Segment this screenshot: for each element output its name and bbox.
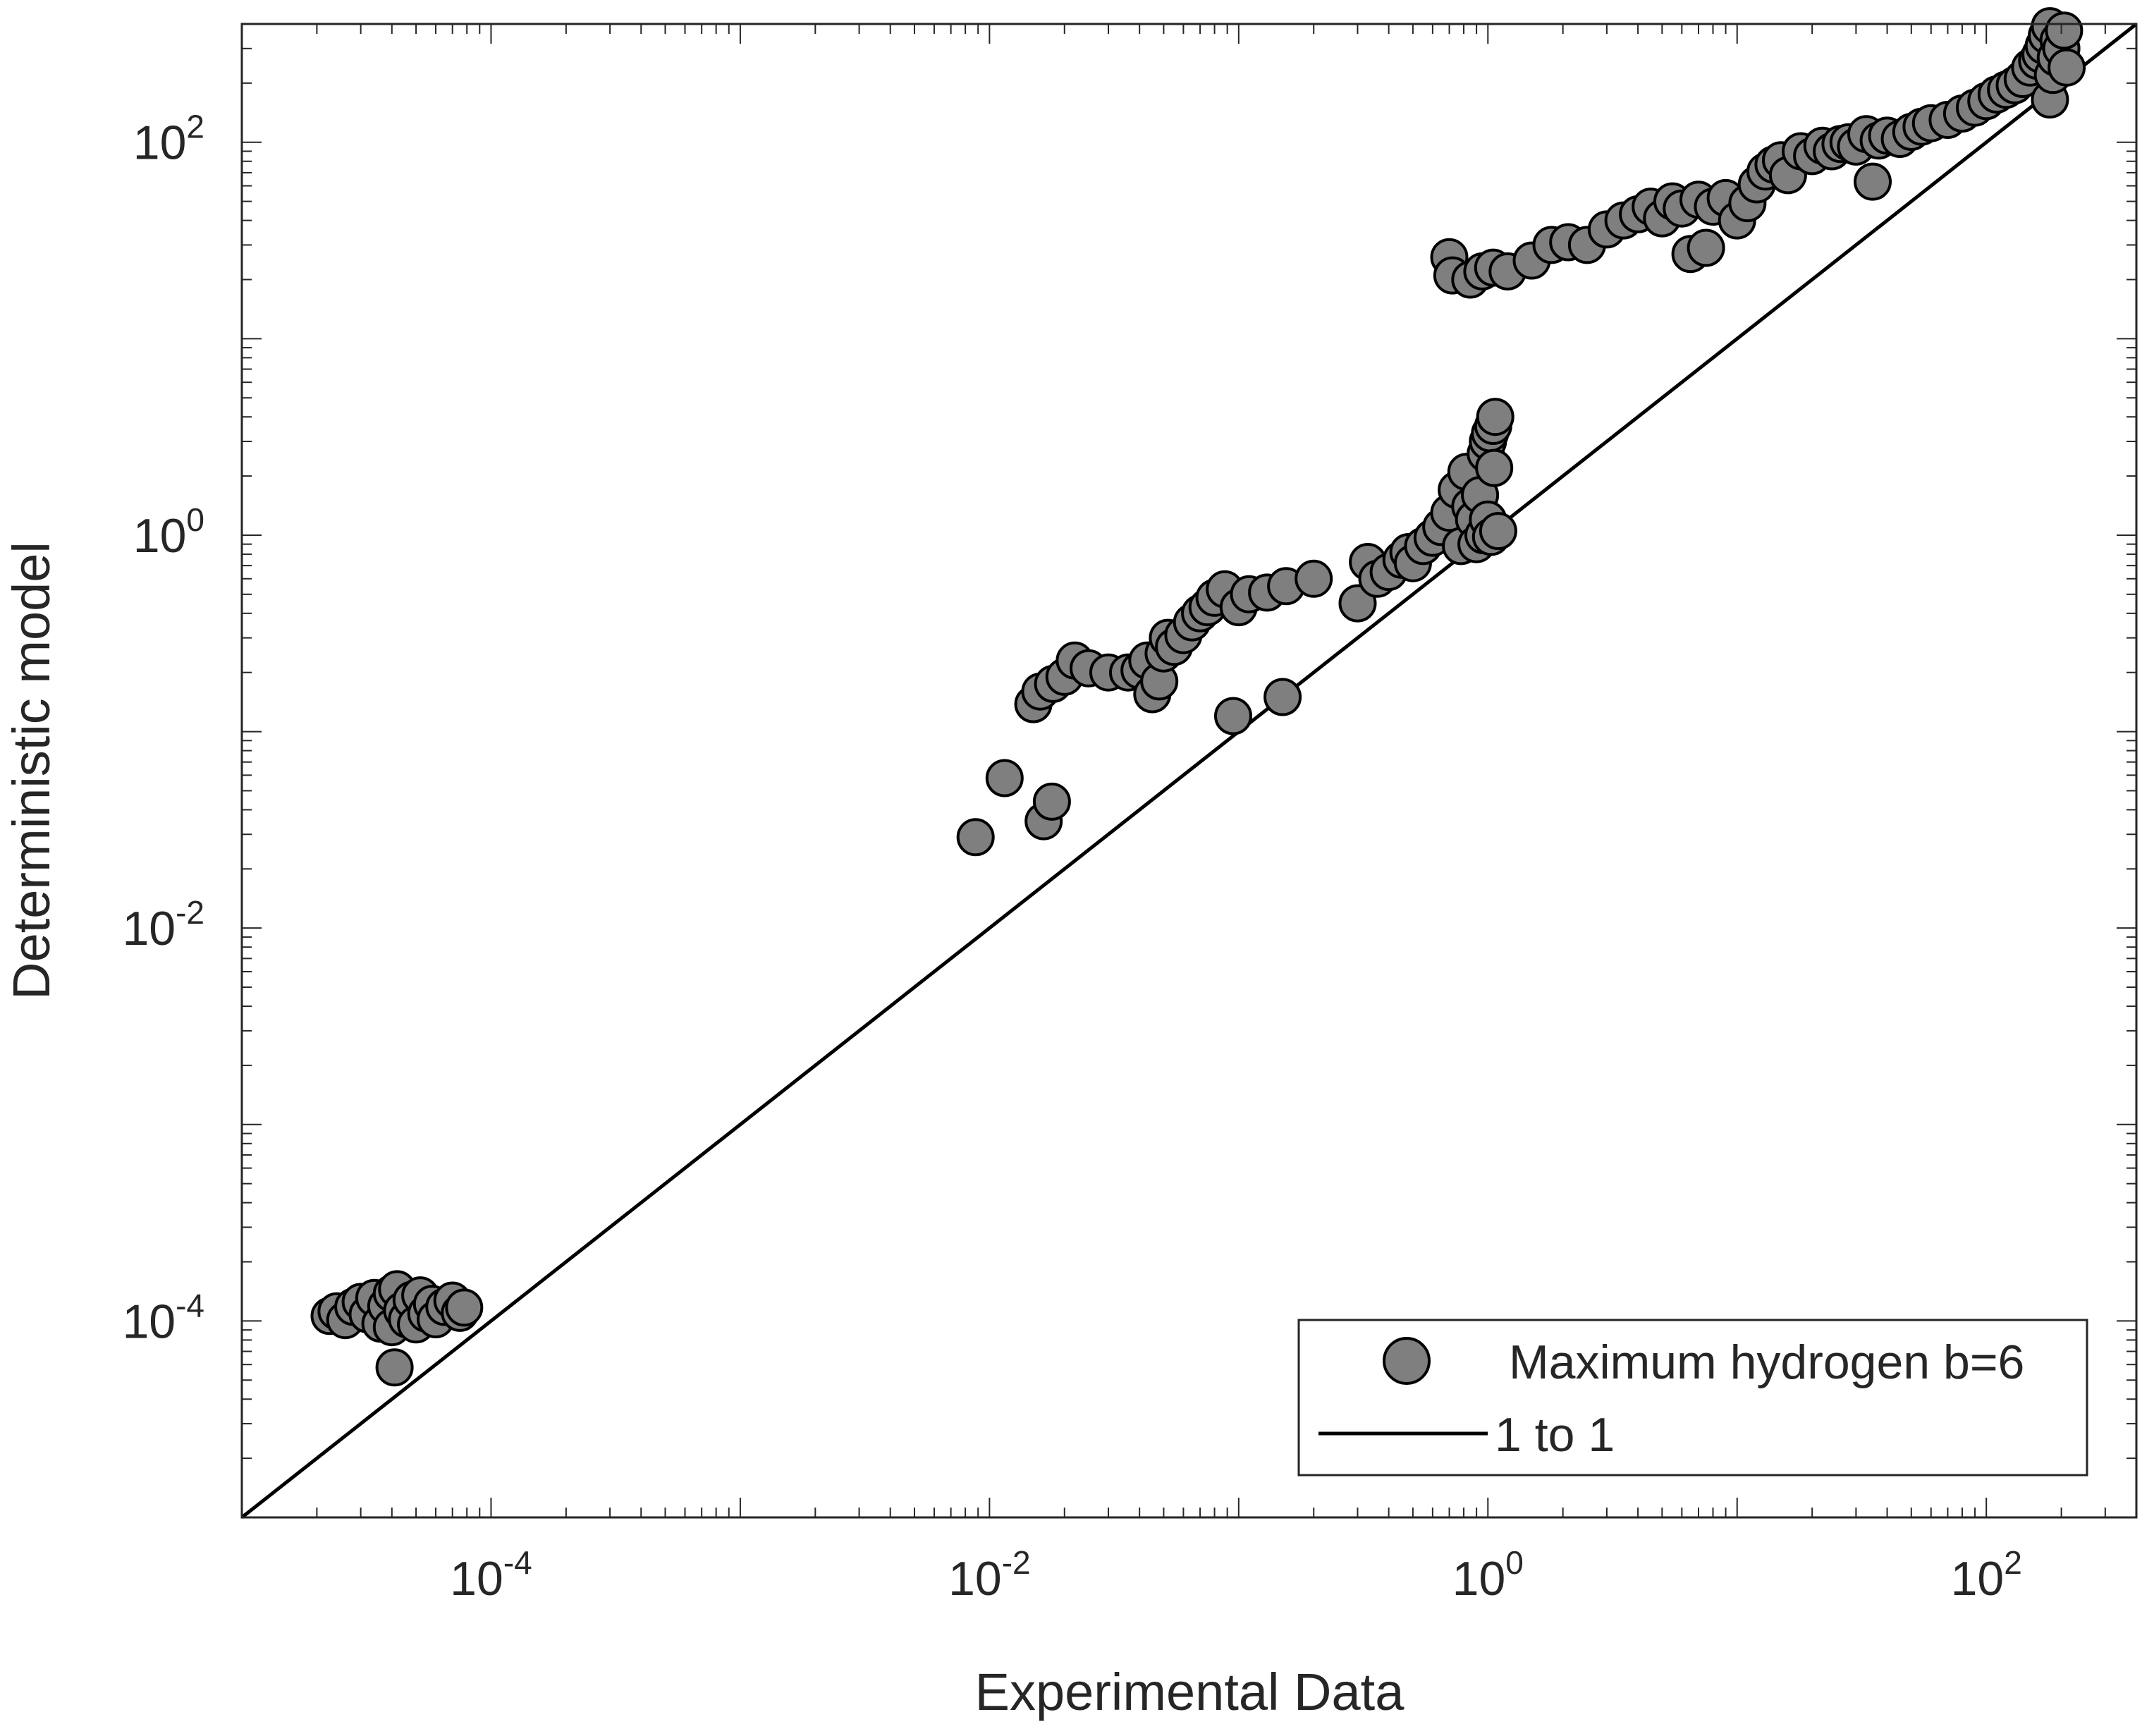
y-tick-label: 10-4 [122, 1287, 204, 1348]
x-tick-label: 102 [1951, 1544, 2022, 1606]
legend-label-markers: Maximum hydrogen b=6 [1509, 1335, 2024, 1389]
legend-marker-icon [1383, 1337, 1431, 1385]
data-markers-layer [310, 7, 2086, 1387]
legend-label-line: 1 to 1 [1495, 1408, 1615, 1462]
data-point [1854, 162, 1892, 201]
legend: Maximum hydrogen b=6 1 to 1 [1297, 1319, 2088, 1477]
data-point [375, 1348, 414, 1387]
one-to-one-layer [240, 23, 2138, 1519]
y-tick-label: 100 [133, 501, 204, 563]
data-point [1475, 448, 1514, 487]
data-point [1687, 228, 1725, 267]
data-point [1214, 697, 1252, 735]
y-axis-label: Deterministic model [2, 542, 61, 1000]
data-point [1263, 678, 1302, 716]
plot-area-frame [240, 23, 2138, 1519]
data-point [445, 1288, 484, 1327]
data-point [1032, 782, 1071, 821]
x-tick-label: 10-2 [948, 1544, 1031, 1606]
x-tick-label: 10-4 [450, 1544, 532, 1606]
data-point [956, 818, 995, 857]
data-point [1295, 559, 1333, 598]
data-point [1338, 584, 1377, 623]
y-tick-label: 102 [133, 109, 204, 170]
data-point [2048, 48, 2086, 87]
data-point [1476, 398, 1514, 436]
y-tick-label: 10-2 [122, 894, 204, 955]
legend-box [1297, 1319, 2088, 1477]
data-point [1479, 512, 1517, 551]
data-point [2045, 11, 2083, 50]
y-tick-labels: 10-4 10-2 100 102 [122, 109, 204, 1349]
x-axis-label: Experimental Data [975, 1663, 1405, 1721]
x-tick-label: 100 [1452, 1544, 1524, 1606]
one-to-one-line [240, 23, 2138, 1519]
data-point [985, 759, 1024, 797]
x-tick-labels: 10-4 10-2 100 102 [450, 1544, 2022, 1606]
